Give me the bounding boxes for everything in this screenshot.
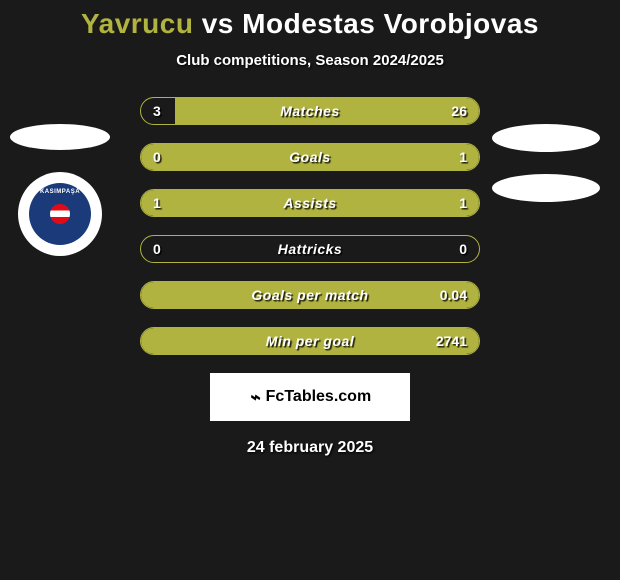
club-logo-label: KASIMPAŞA (40, 189, 80, 195)
stat-bar: 0Hattricks0 (140, 235, 480, 263)
player1-name: Yavrucu (81, 8, 193, 39)
player1-club-logo: KASIMPAŞA (18, 172, 102, 256)
subtitle: Club competitions, Season 2024/2025 (0, 52, 620, 69)
player1-photo-placeholder (10, 124, 110, 150)
stat-bar: Goals per match0.04 (140, 281, 480, 309)
stat-value-right: 1 (459, 190, 467, 216)
stat-value-right: 1 (459, 144, 467, 170)
stat-label: Matches (141, 98, 479, 124)
stat-bar: 3Matches26 (140, 97, 480, 125)
stats-bars: 3Matches260Goals11Assists10Hattricks0Goa… (140, 97, 480, 355)
page-title: Yavrucu vs Modestas Vorobjovas (0, 8, 620, 40)
stat-value-right: 0 (459, 236, 467, 262)
stat-bar: 0Goals1 (140, 143, 480, 171)
club-logo-flag-icon (50, 204, 70, 224)
brand-text: FcTables.com (266, 388, 372, 406)
player2-club-placeholder (492, 174, 600, 202)
stat-value-right: 2741 (436, 328, 467, 354)
club-logo-inner: KASIMPAŞA (29, 183, 91, 245)
player2-side (492, 124, 600, 202)
stat-label: Hattricks (141, 236, 479, 262)
player2-name: Modestas Vorobjovas (242, 8, 539, 39)
stat-bar: Min per goal2741 (140, 327, 480, 355)
stat-label: Goals (141, 144, 479, 170)
stat-label: Min per goal (141, 328, 479, 354)
player2-photo-placeholder (492, 124, 600, 152)
stat-value-right: 26 (451, 98, 467, 124)
stat-label: Goals per match (141, 282, 479, 308)
stat-value-right: 0.04 (440, 282, 467, 308)
player1-side: KASIMPAŞA (10, 124, 110, 256)
stat-label: Assists (141, 190, 479, 216)
footer-date: 24 february 2025 (0, 439, 620, 457)
stat-bar: 1Assists1 (140, 189, 480, 217)
footer-brand: ⌁ FcTables.com (210, 373, 410, 421)
vs-text: vs (202, 8, 234, 39)
brand-icon: ⌁ (249, 387, 260, 408)
